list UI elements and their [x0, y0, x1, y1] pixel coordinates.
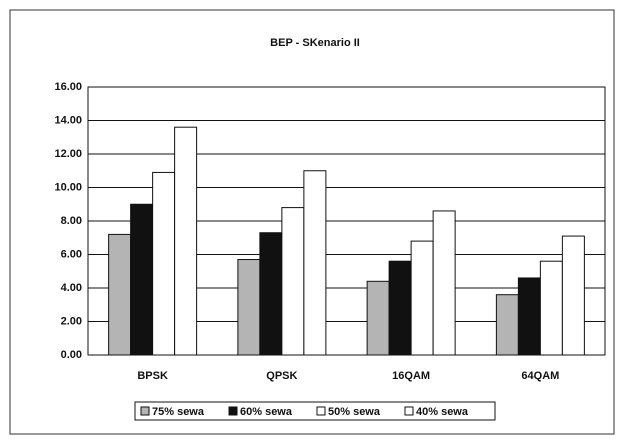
legend-swatch [316, 406, 326, 416]
bar [410, 240, 434, 356]
bar [259, 232, 283, 356]
legend-label: 40% sewa [416, 406, 469, 418]
y-tick-label: 4.00 [61, 282, 82, 294]
bar [152, 171, 176, 356]
x-tick-label: 16QAM [392, 370, 430, 382]
x-tick-label: BPSK [137, 370, 168, 382]
y-tick-label: 6.00 [61, 248, 82, 260]
bar [561, 235, 585, 356]
bar [539, 260, 563, 356]
chart-title: BEP - SKenario II [270, 37, 360, 49]
legend-swatch [404, 406, 414, 416]
y-tick-label: 8.00 [61, 215, 82, 227]
bar [281, 207, 305, 356]
legend-label: 75% sewa [152, 406, 205, 418]
y-tick-label: 2.00 [61, 315, 82, 327]
y-tick-label: 12.00 [54, 148, 82, 160]
legend-swatch [228, 406, 238, 416]
x-tick-label: QPSK [266, 370, 297, 382]
y-tick-label: 14.00 [54, 114, 82, 126]
bar [174, 126, 198, 356]
x-tick-label: 64QAM [521, 370, 559, 382]
bar [432, 210, 456, 356]
bar [366, 280, 390, 356]
bar [303, 170, 327, 356]
bar [237, 259, 261, 356]
bar [388, 260, 412, 356]
bar [108, 233, 132, 356]
legend-swatch [140, 406, 150, 416]
legend-label: 50% sewa [328, 406, 381, 418]
bar [495, 294, 519, 356]
legend-label: 60% sewa [240, 406, 293, 418]
bar [517, 277, 541, 356]
y-tick-label: 10.00 [54, 181, 82, 193]
bar [130, 203, 154, 356]
y-tick-label: 0.00 [61, 349, 82, 361]
y-tick-label: 16.00 [54, 81, 82, 93]
